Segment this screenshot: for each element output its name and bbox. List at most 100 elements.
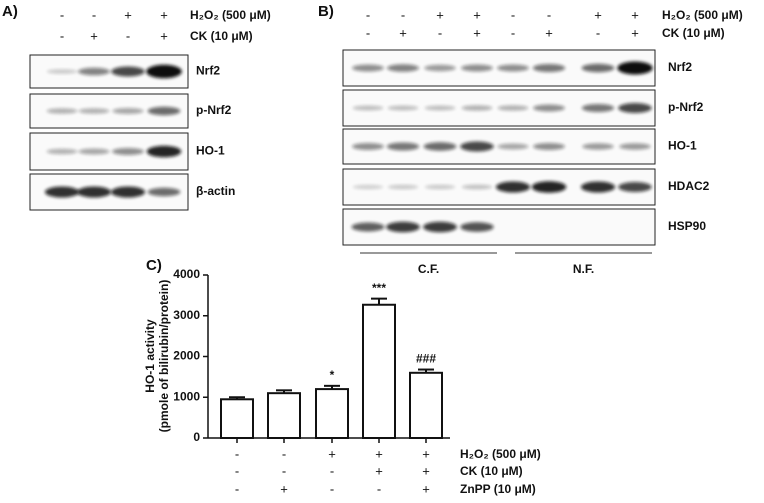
treatment-sign: - (60, 7, 64, 22)
treatment-sign: - (235, 463, 239, 478)
significance-label: * (330, 368, 335, 382)
blot-band (147, 187, 181, 197)
blot-band (46, 148, 78, 155)
blot-band (532, 64, 566, 72)
y-axis-label: HO-1 activity (143, 319, 157, 393)
blot-band (147, 106, 181, 116)
blot-label: p-Nrf2 (196, 103, 232, 117)
panel-label: A) (2, 3, 18, 20)
fraction-label: C.F. (418, 262, 439, 276)
blot-band (46, 108, 78, 114)
blot-band (581, 104, 615, 112)
treatment-label: ZnPP (10 μM) (460, 482, 536, 496)
blot-band (582, 143, 614, 150)
blot-band (110, 186, 146, 198)
treatment-label: CK (10 μM) (460, 464, 523, 478)
treatment-sign: - (596, 25, 600, 40)
blot-band (461, 105, 493, 111)
bar (267, 392, 301, 439)
treatment-sign: - (126, 28, 130, 43)
treatment-sign: + (436, 7, 444, 22)
treatment-sign: + (473, 25, 481, 40)
blot-band (617, 61, 653, 75)
treatment-sign: + (545, 25, 553, 40)
blot-label: Nrf2 (196, 64, 220, 78)
treatment-sign: + (280, 481, 288, 496)
treatment-sign: - (282, 463, 286, 478)
treatment-sign: + (422, 463, 430, 478)
blot-band (76, 186, 112, 198)
treatment-sign: - (366, 25, 370, 40)
blot-band (386, 64, 420, 72)
blot-label: Nrf2 (668, 60, 692, 74)
blot-band (618, 182, 652, 192)
blot-band (533, 143, 565, 150)
treatment-sign: - (235, 446, 239, 461)
treatment-sign: + (631, 7, 639, 22)
blot-label: p-Nrf2 (668, 100, 704, 114)
blot-band (424, 105, 456, 111)
bar (220, 398, 254, 440)
blot-band (386, 221, 420, 233)
treatment-sign: + (422, 481, 430, 496)
treatment-sign: + (90, 28, 98, 43)
blot-label: β-actin (196, 184, 235, 198)
treatment-sign: - (547, 7, 551, 22)
blot-band (581, 63, 615, 73)
treatment-sign: + (594, 7, 602, 22)
treatment-sign: - (511, 7, 515, 22)
treatment-label: H₂O₂ (500 μM) (460, 447, 541, 461)
bar (315, 388, 349, 440)
blot-band (77, 67, 111, 76)
y-tick-label: 0 (193, 430, 200, 444)
blot-band (461, 64, 493, 72)
treatment-sign: - (377, 481, 381, 496)
blot-band (111, 66, 145, 77)
bar (409, 371, 443, 439)
blot-band (146, 64, 182, 79)
treatment-sign: - (330, 481, 334, 496)
treatment-sign: + (160, 28, 168, 43)
fraction-label: N.F. (573, 262, 594, 276)
treatment-sign: - (401, 7, 405, 22)
blot-band (352, 64, 384, 72)
treatment-sign: + (422, 446, 430, 461)
treatment-sign: + (375, 463, 383, 478)
treatment-sign: + (473, 7, 481, 22)
panel-label: B) (318, 3, 334, 20)
blot-band (46, 69, 78, 74)
y-tick-label: 2000 (173, 349, 200, 363)
bar (362, 303, 396, 439)
blot-band (146, 145, 182, 158)
blot-band (497, 64, 529, 72)
blot-band (618, 103, 652, 113)
significance-label: *** (372, 281, 386, 295)
blot-band (78, 108, 110, 114)
blot-band (351, 222, 385, 232)
treatment-sign: - (511, 25, 515, 40)
blot-band (424, 184, 456, 190)
blot-band (460, 222, 494, 232)
panel-label: C) (146, 257, 162, 274)
blot-band (387, 184, 419, 190)
blot-band (352, 105, 384, 111)
blot-band (112, 148, 144, 155)
blot-band (78, 148, 110, 155)
treatment-label: H₂O₂ (500 μM) (662, 8, 743, 22)
blot-label: HDAC2 (668, 179, 710, 193)
treatment-sign: + (328, 446, 336, 461)
treatment-label: CK (10 μM) (190, 29, 253, 43)
treatment-label: H₂O₂ (500 μM) (190, 8, 271, 22)
blot-band (619, 143, 651, 150)
treatment-sign: + (375, 446, 383, 461)
treatment-sign: + (124, 7, 132, 22)
blot-band (424, 64, 456, 72)
blot-band (461, 184, 493, 190)
treatment-sign: - (235, 481, 239, 496)
blot-band (112, 108, 144, 114)
treatment-sign: - (60, 28, 64, 43)
blot-label: HSP90 (668, 219, 706, 233)
treatment-sign: + (399, 25, 407, 40)
blot-band (387, 105, 419, 111)
